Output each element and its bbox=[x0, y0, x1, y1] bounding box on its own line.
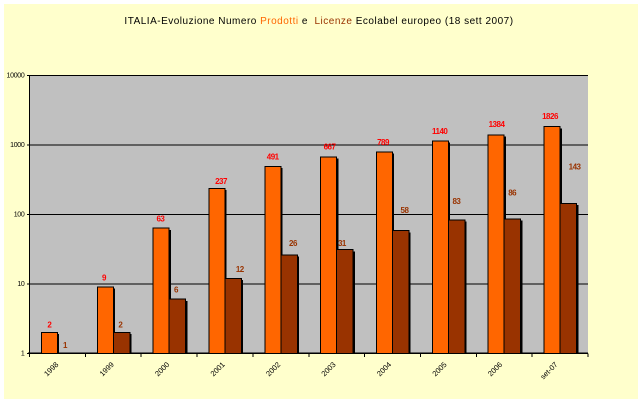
svg-text:1: 1 bbox=[21, 351, 25, 358]
svg-text:26: 26 bbox=[289, 239, 298, 248]
svg-text:1140: 1140 bbox=[432, 127, 448, 136]
svg-text:789: 789 bbox=[377, 138, 390, 147]
svg-text:ITALIA-Evoluzione Numero Prodo: ITALIA-Evoluzione Numero Prodotti e Lice… bbox=[124, 16, 513, 27]
svg-text:1384: 1384 bbox=[489, 120, 506, 129]
svg-text:83: 83 bbox=[452, 197, 461, 206]
svg-text:9: 9 bbox=[102, 274, 107, 283]
svg-text:1000: 1000 bbox=[10, 142, 25, 149]
svg-text:667: 667 bbox=[324, 143, 337, 152]
svg-text:12: 12 bbox=[236, 265, 245, 274]
svg-text:10000: 10000 bbox=[7, 73, 25, 80]
svg-text:6: 6 bbox=[174, 285, 179, 294]
svg-text:1826: 1826 bbox=[542, 112, 559, 121]
svg-text:2: 2 bbox=[118, 321, 123, 330]
svg-text:237: 237 bbox=[215, 177, 228, 186]
svg-text:1: 1 bbox=[63, 341, 68, 350]
svg-text:2: 2 bbox=[47, 321, 52, 330]
svg-text:86: 86 bbox=[508, 189, 517, 198]
svg-text:143: 143 bbox=[569, 163, 582, 172]
svg-text:31: 31 bbox=[338, 239, 347, 248]
svg-text:100: 100 bbox=[14, 212, 25, 219]
svg-text:63: 63 bbox=[156, 215, 165, 224]
svg-text:10: 10 bbox=[17, 281, 25, 288]
svg-text:491: 491 bbox=[267, 153, 280, 162]
svg-text:58: 58 bbox=[401, 206, 410, 215]
